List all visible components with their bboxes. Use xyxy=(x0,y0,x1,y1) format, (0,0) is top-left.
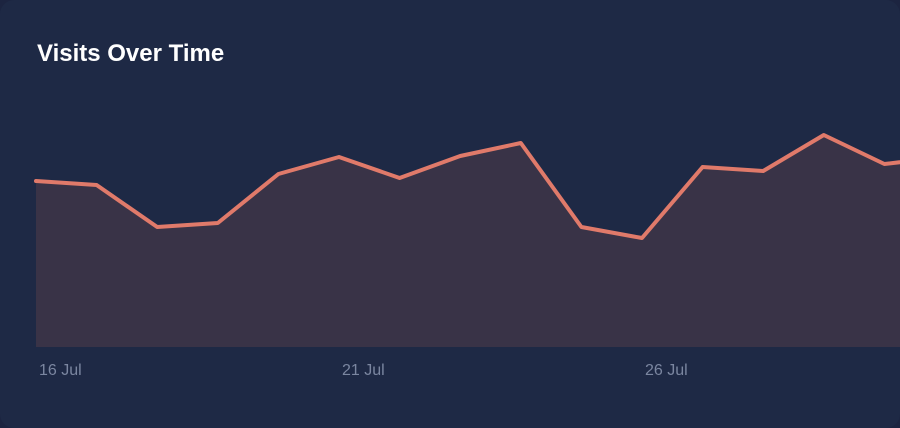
chart-title: Visits Over Time xyxy=(37,40,224,67)
x-tick-label: 21 Jul xyxy=(342,362,385,379)
x-tick-label: 26 Jul xyxy=(645,362,688,379)
line xyxy=(34,133,900,240)
area-fill xyxy=(36,135,900,347)
x-tick-label: 16 Jul xyxy=(39,362,82,379)
